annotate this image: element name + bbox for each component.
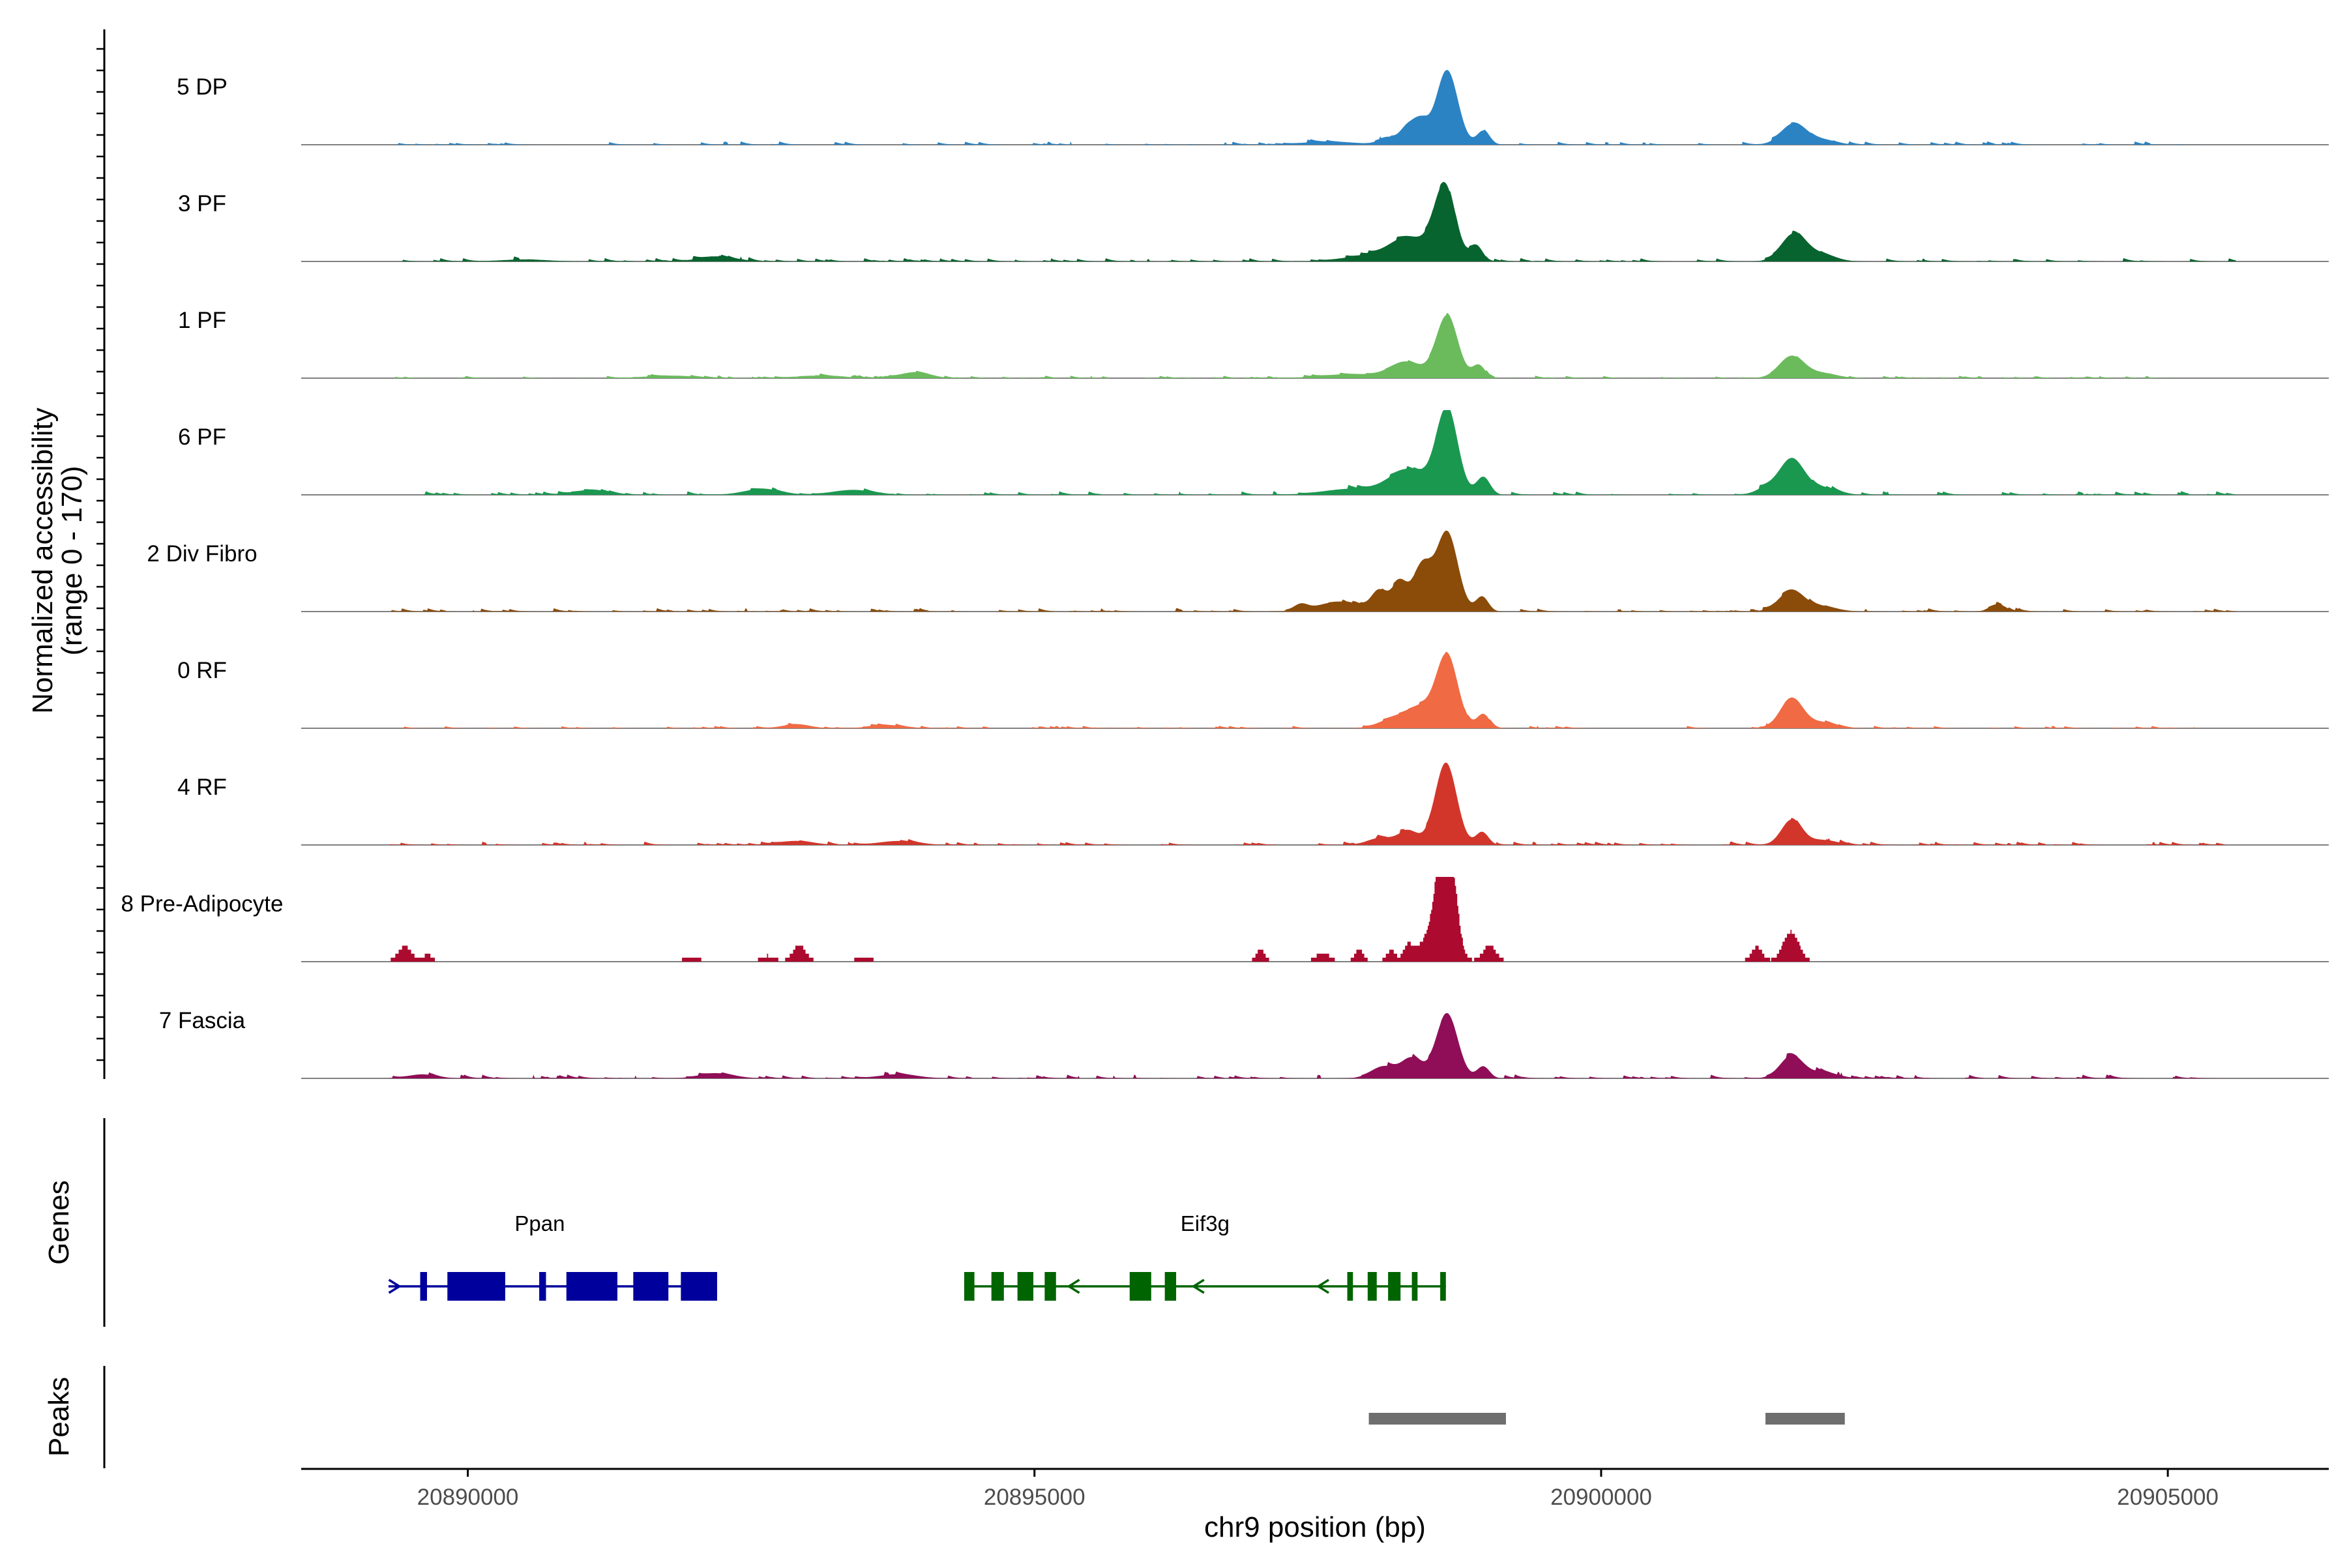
gene-exon	[1347, 1272, 1353, 1301]
track-label: 8 Pre-Adipocyte	[121, 891, 283, 917]
gene-exon	[420, 1272, 427, 1301]
gene-exon	[1164, 1272, 1177, 1301]
peak-region	[1368, 1413, 1506, 1425]
coverage-tracks: 5 DP 3 PF 1 PF 6 PF 2 Div Fibro 0 RF 4 RF 8 Pre…	[121, 70, 2329, 1079]
y-axis-title-line1: Normalized accessibility	[27, 407, 59, 713]
track-8-pre-adipocyte: 8 Pre-Adipocyte	[121, 877, 2329, 962]
gene-exon	[539, 1272, 546, 1301]
track-0-rf: 0 RF	[177, 651, 2329, 729]
gene-exon	[566, 1272, 618, 1301]
x-axis-ticks: 20890000 20895000 20900000 20905000	[417, 1469, 2219, 1510]
coverage-y-ticks	[96, 48, 104, 1061]
track-label: 7 Fascia	[159, 1008, 246, 1033]
peak-region	[1765, 1413, 1845, 1425]
track-1-pf: 1 PF	[178, 308, 2329, 379]
track-2-div-fibro: 2 Div Fibro	[147, 530, 2329, 612]
track-7-fascia: 7 Fascia	[159, 1008, 2329, 1079]
gene-exon	[991, 1272, 1004, 1301]
gene-exon	[964, 1272, 975, 1301]
gene-annotation-track: Ppan Eif3g	[388, 1211, 1446, 1301]
track-label: 6 PF	[178, 424, 226, 450]
gene-exon	[1017, 1272, 1034, 1301]
track-6-pf: 6 PF	[178, 410, 2329, 496]
track-label: 3 PF	[178, 191, 226, 216]
gene-ppan: Ppan	[388, 1211, 717, 1301]
y-axis-title-line2: (range 0 - 170)	[56, 466, 88, 655]
gene-strand-arrow	[388, 1279, 402, 1294]
gene-exon	[1367, 1272, 1377, 1301]
gene-exon	[1440, 1272, 1446, 1301]
track-3-pf: 3 PF	[178, 182, 2329, 262]
x-axis-tick-label: 20905000	[2117, 1485, 2219, 1510]
track-label: 0 RF	[177, 658, 227, 683]
peaks-track-label: Peaks	[43, 1377, 75, 1457]
genes-track-label: Genes	[43, 1180, 75, 1265]
x-axis-tick-label: 20895000	[984, 1485, 1085, 1510]
track-label: 1 PF	[178, 308, 226, 333]
x-axis-title: chr9 position (bp)	[1204, 1511, 1426, 1543]
gene-exon	[633, 1272, 669, 1301]
x-axis-tick-label: 20890000	[417, 1485, 519, 1510]
gene-exon	[1044, 1272, 1056, 1301]
gene-exon	[1129, 1272, 1151, 1301]
gene-label: Eif3g	[1181, 1211, 1230, 1235]
gene-strand-arrow	[1316, 1279, 1329, 1294]
track-4-rf: 4 RF	[177, 762, 2329, 846]
track-label: 5 DP	[177, 74, 228, 100]
gene-exon	[681, 1272, 717, 1301]
peak-region-track	[1368, 1413, 1845, 1425]
gene-strand-arrow	[1067, 1279, 1080, 1294]
x-axis-tick-label: 20900000	[1550, 1485, 1652, 1510]
track-label: 2 Div Fibro	[147, 541, 257, 567]
gene-exon	[1388, 1272, 1401, 1301]
gene-exon	[447, 1272, 505, 1301]
gene-label: Ppan	[514, 1211, 565, 1235]
gene-exon	[1411, 1272, 1418, 1301]
gene-strand-arrow	[1191, 1279, 1205, 1294]
gene-eif3g: Eif3g	[964, 1211, 1446, 1301]
track-label: 4 RF	[177, 775, 227, 800]
track-5-dp: 5 DP	[177, 70, 2329, 145]
